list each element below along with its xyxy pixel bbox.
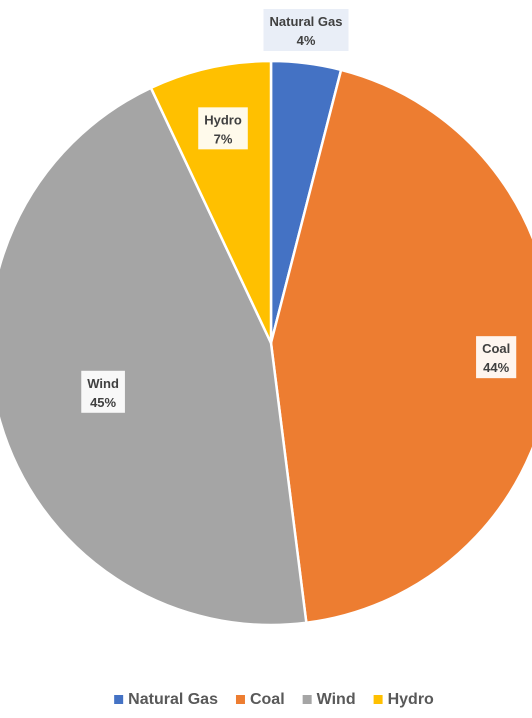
legend-swatch	[302, 695, 312, 704]
legend: Natural Gas Coal Wind Hydro	[114, 691, 434, 708]
legend-label: Natural Gas	[128, 691, 218, 708]
legend-item-hydro: Hydro	[373, 691, 434, 708]
legend-item-natural-gas: Natural Gas	[114, 691, 218, 708]
data-label-background	[263, 9, 349, 51]
legend-item-coal: Coal	[235, 691, 285, 708]
data-label-category: Natural Gas	[270, 14, 343, 29]
data-label-percentage: 4%	[297, 33, 316, 48]
data-label-coal: Coal 44%	[476, 336, 517, 379]
legend-swatch	[373, 695, 383, 704]
data-label-background	[81, 370, 125, 413]
data-label-percentage: 44%	[483, 360, 509, 375]
data-label-category: Coal	[482, 341, 510, 356]
data-label-category: Wind	[87, 376, 119, 391]
data-label-background	[476, 336, 517, 379]
legend-swatch	[114, 695, 124, 704]
data-label-natural-gas: Natural Gas 4%	[263, 9, 349, 51]
data-label-hydro: Hydro 7%	[198, 107, 248, 150]
pie-data-labels: Natural Gas 4% Coal 44% Wind 45% Hydro 7%	[81, 9, 517, 413]
legend-label: Wind	[317, 691, 356, 708]
legend-swatch	[235, 695, 245, 704]
legend-item-wind: Wind	[302, 691, 356, 708]
data-label-percentage: 7%	[214, 131, 233, 146]
data-label-background	[198, 107, 248, 150]
data-label-percentage: 45%	[90, 395, 116, 410]
data-label-category: Hydro	[204, 112, 242, 127]
data-label-wind: Wind 45%	[81, 370, 125, 413]
legend-label: Coal	[250, 691, 285, 708]
pie-slice-wind	[0, 86, 308, 627]
pie-slice-coal	[269, 68, 532, 625]
pie-slices	[0, 59, 532, 627]
legend-label: Hydro	[388, 691, 434, 708]
